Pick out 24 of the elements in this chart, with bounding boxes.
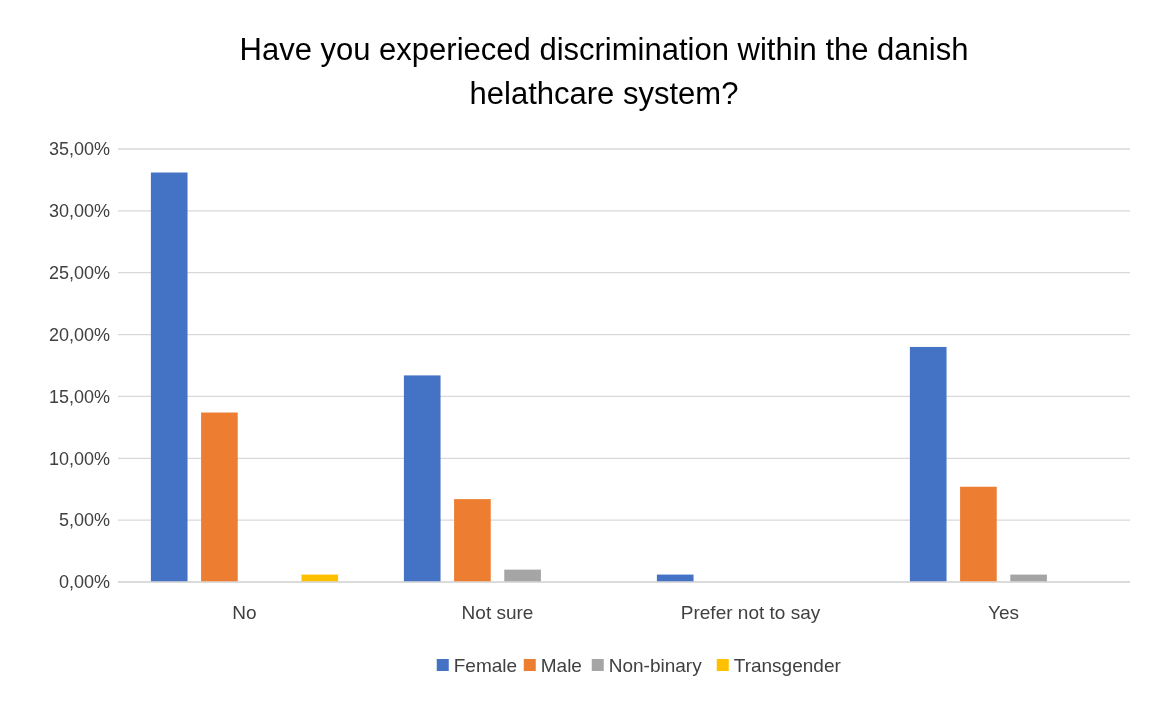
x-tick-label: Yes: [988, 602, 1019, 623]
y-tick-label: 10,00%: [48, 448, 110, 469]
y-tick-label: 20,00%: [48, 324, 110, 345]
bar: [454, 499, 491, 582]
bar: [504, 569, 541, 582]
legend-label: Female: [453, 654, 518, 676]
bar: [909, 346, 947, 582]
x-tick-label: Not sure: [461, 602, 534, 623]
x-tick-label: Prefer not to say: [680, 602, 821, 623]
x-tick-label: No: [232, 602, 257, 623]
y-tick-label: 30,00%: [48, 201, 110, 222]
bar: [403, 375, 441, 582]
y-tick-label: 5,00%: [58, 510, 110, 531]
y-tick-label: 15,00%: [48, 386, 110, 407]
legend-label: Non-binary: [608, 654, 703, 676]
chart-title: Have you experieced discrimination within the danish helathcare system?: [239, 32, 969, 111]
y-tick-label: 35,00%: [48, 139, 110, 160]
legend-label: Male: [540, 654, 582, 676]
bar: [150, 172, 188, 582]
bar: [201, 412, 238, 582]
legend-label: Transgender: [733, 654, 842, 676]
bar: [960, 486, 997, 582]
y-tick-label: 0,00%: [58, 572, 110, 593]
y-tick-label: 25,00%: [48, 263, 110, 284]
